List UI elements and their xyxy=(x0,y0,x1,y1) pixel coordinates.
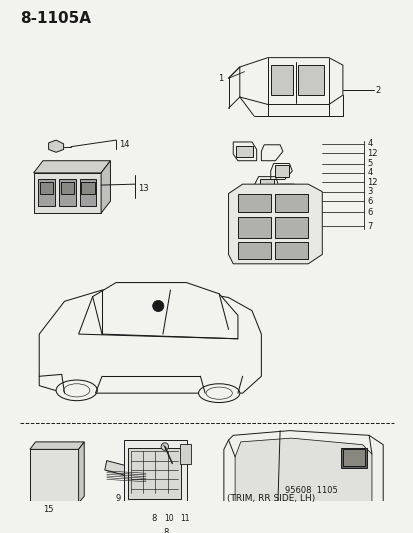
Text: 5: 5 xyxy=(366,159,372,168)
Text: 15: 15 xyxy=(43,505,54,514)
Bar xyxy=(235,146,252,157)
Bar xyxy=(237,243,270,259)
Text: 13: 13 xyxy=(137,184,148,193)
Polygon shape xyxy=(101,161,110,213)
Text: 12: 12 xyxy=(366,178,377,187)
Bar xyxy=(237,217,270,238)
Text: 14: 14 xyxy=(119,140,129,149)
Polygon shape xyxy=(33,173,101,213)
Polygon shape xyxy=(104,461,150,481)
Text: 95608  1105: 95608 1105 xyxy=(284,486,337,495)
Bar xyxy=(38,180,55,206)
Circle shape xyxy=(152,301,164,312)
Text: (TRIM, RR SIDE, LH): (TRIM, RR SIDE, LH) xyxy=(226,494,314,503)
Bar xyxy=(59,180,76,206)
Bar xyxy=(275,165,288,176)
Bar xyxy=(270,65,292,95)
Polygon shape xyxy=(48,140,64,152)
Bar xyxy=(79,180,96,206)
Bar xyxy=(260,179,273,189)
Text: 4: 4 xyxy=(366,168,372,177)
Polygon shape xyxy=(30,442,84,449)
Polygon shape xyxy=(223,431,382,533)
Circle shape xyxy=(221,508,231,518)
Bar xyxy=(275,217,307,238)
Ellipse shape xyxy=(64,384,90,397)
Bar xyxy=(128,448,180,499)
Polygon shape xyxy=(235,438,371,533)
Text: 2: 2 xyxy=(375,86,380,95)
Bar xyxy=(40,182,53,193)
Text: 9: 9 xyxy=(115,494,120,503)
Text: 8: 8 xyxy=(150,514,156,523)
Text: 8: 8 xyxy=(163,528,168,533)
Text: 12: 12 xyxy=(366,149,377,158)
Bar xyxy=(237,193,270,212)
Polygon shape xyxy=(228,184,321,264)
Text: 6: 6 xyxy=(366,197,372,206)
Text: 3: 3 xyxy=(366,187,372,196)
Bar xyxy=(61,182,74,193)
Circle shape xyxy=(161,443,168,450)
Polygon shape xyxy=(30,449,78,503)
Polygon shape xyxy=(39,290,261,393)
Text: 6: 6 xyxy=(366,208,372,217)
Bar xyxy=(297,65,323,95)
Polygon shape xyxy=(78,282,237,339)
Ellipse shape xyxy=(198,384,239,402)
Text: 7: 7 xyxy=(366,222,372,231)
Text: 11: 11 xyxy=(179,514,189,523)
Bar xyxy=(81,182,94,193)
Ellipse shape xyxy=(206,387,232,399)
Text: 10: 10 xyxy=(164,514,173,523)
Text: 8-1105A: 8-1105A xyxy=(20,11,91,26)
Bar xyxy=(275,193,307,212)
Bar xyxy=(179,444,191,464)
Bar xyxy=(123,440,187,513)
Polygon shape xyxy=(78,442,84,503)
Polygon shape xyxy=(33,161,110,173)
Text: 4: 4 xyxy=(366,139,372,148)
Bar xyxy=(275,243,307,259)
Bar xyxy=(340,448,366,468)
Ellipse shape xyxy=(56,380,97,401)
Text: 1: 1 xyxy=(217,74,222,83)
Bar xyxy=(342,449,365,466)
